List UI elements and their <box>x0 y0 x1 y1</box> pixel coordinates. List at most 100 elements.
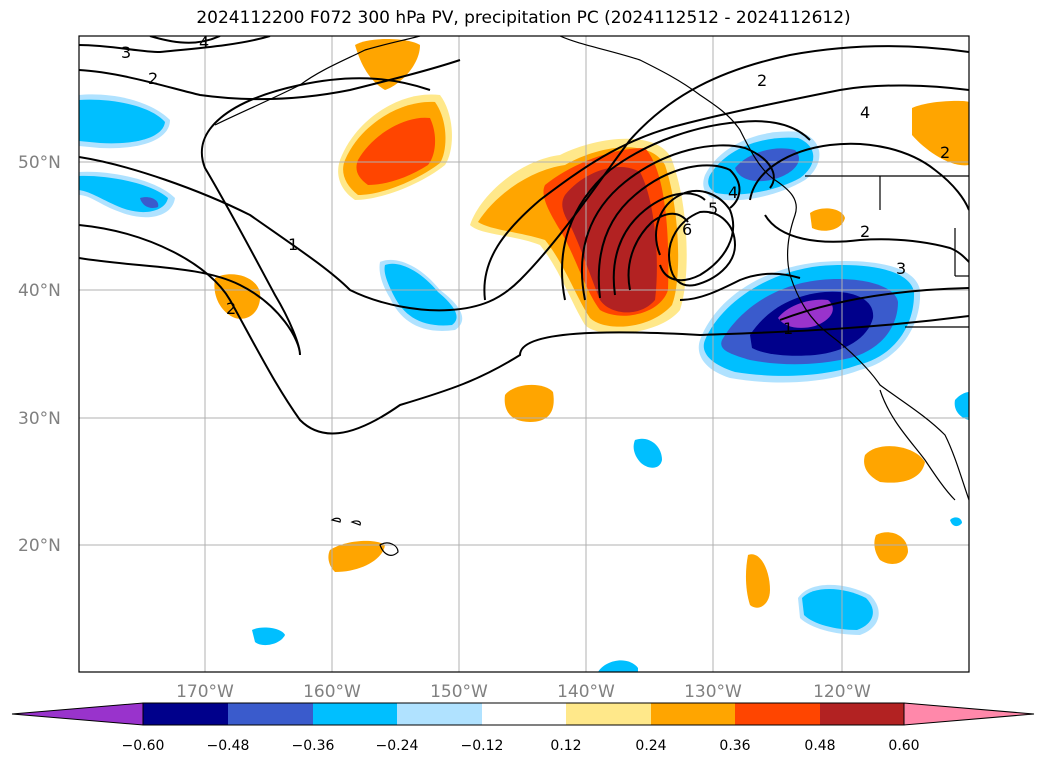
lat-label: 50°N <box>18 153 61 173</box>
precip-negative-region <box>735 148 799 182</box>
pv-contour <box>561 120 811 301</box>
precip-positive-region <box>810 208 845 231</box>
colorbar-segment <box>143 703 228 725</box>
pv-contour <box>655 190 735 282</box>
colorbar-tick-label: 0.12 <box>550 738 581 754</box>
contour-label: 1 <box>783 319 793 338</box>
contour-label: 4 <box>199 33 209 52</box>
contour-label: 4 <box>860 103 870 122</box>
lon-label: 150°W <box>430 682 488 702</box>
pv-contour <box>581 144 775 301</box>
colorbar-min-extension <box>11 702 144 726</box>
contour-label: 5 <box>708 199 718 218</box>
lon-label: 120°W <box>813 682 871 702</box>
colorbar-segment <box>566 703 651 725</box>
precip-shading <box>79 38 969 672</box>
contour-label: 4 <box>728 183 738 202</box>
contour-label: 2 <box>860 222 870 241</box>
precip-positive-region <box>504 384 554 422</box>
colorbar-outline <box>142 702 905 726</box>
pv-contour <box>597 164 741 299</box>
hawaii-island <box>350 520 361 526</box>
colorbar-tick-label: 0.60 <box>888 738 919 754</box>
map-content: 3 4 2 1 2 6 4 5 2 4 2 3 1 2 <box>79 33 969 672</box>
pv-contour <box>483 84 969 301</box>
latitude-labels: 50°N 40°N 30°N 20°N <box>18 153 61 556</box>
pv-contour <box>627 212 689 291</box>
longitude-labels: 170°W 160°W 150°W 140°W 130°W 120°W <box>176 682 871 702</box>
hawaii-island <box>330 517 341 523</box>
lon-label: 170°W <box>176 682 234 702</box>
colorbar-tick-label: −0.24 <box>376 738 419 754</box>
contour-label: 2 <box>226 299 236 318</box>
precip-positive-region <box>874 532 908 564</box>
contour-label: 2 <box>148 69 158 88</box>
precip-negative-region <box>954 392 969 420</box>
precip-negative-region <box>598 660 638 672</box>
hawaii-island <box>379 542 399 556</box>
pv-contour <box>612 192 706 296</box>
precip-negative-region <box>950 517 962 527</box>
colorbar-segment <box>228 703 313 725</box>
colorbar-segment <box>482 703 566 725</box>
precip-positive-region <box>214 274 261 319</box>
precip-positive-region <box>328 540 385 572</box>
precip-positive-region <box>912 100 969 166</box>
colorbar-tick-label: −0.36 <box>292 738 335 754</box>
colorbar-segment <box>820 703 904 725</box>
contour-labels: 3 4 2 1 2 6 4 5 2 4 2 3 1 2 <box>121 33 950 338</box>
colorbar-segment <box>735 703 820 725</box>
precip-positive-region <box>864 446 925 483</box>
colorbar-tick-label: 0.36 <box>719 738 750 754</box>
contour-label: 2 <box>940 143 950 162</box>
contour-label: 3 <box>896 259 906 278</box>
pv-contour <box>679 272 801 301</box>
precip-positive-region <box>355 38 420 90</box>
colorbar-tick-label: −0.60 <box>122 738 165 754</box>
contour-label: 2 <box>757 71 767 90</box>
coastline <box>879 389 956 501</box>
contour-label: 3 <box>121 43 131 62</box>
colorbar-segment <box>651 703 735 725</box>
pv-contour <box>79 36 271 54</box>
lat-label: 30°N <box>18 409 61 429</box>
colorbar-tick-label: −0.12 <box>461 738 504 754</box>
colorbar-tick-label: 0.24 <box>635 738 666 754</box>
colorbar-tick-label: −0.48 <box>207 738 250 754</box>
pv-contour <box>79 77 431 356</box>
colorbar-segment <box>397 703 482 725</box>
precip-negative-region <box>252 627 285 646</box>
precip-negative-region <box>633 438 662 468</box>
pv-contour <box>79 224 969 435</box>
lat-label: 20°N <box>18 536 61 556</box>
pv-contour <box>149 36 221 44</box>
lon-label: 130°W <box>684 682 742 702</box>
lon-label: 140°W <box>557 682 615 702</box>
pv-contour <box>668 210 737 287</box>
precip-positive-region <box>745 554 770 608</box>
pv-contour <box>749 142 969 211</box>
map-title: 2024112200 F072 300 hPa PV, precipitatio… <box>196 8 851 28</box>
precip-negative-region <box>140 197 159 208</box>
pv-contour <box>79 45 969 312</box>
graticule <box>79 36 969 672</box>
contour-label: 6 <box>682 220 692 239</box>
pv-contour <box>764 214 969 263</box>
precip-negative-region <box>79 99 165 144</box>
colorbar-tick-label: 0.48 <box>804 738 835 754</box>
lat-label: 40°N <box>18 281 61 301</box>
pv-contours <box>79 36 969 435</box>
contour-label: 1 <box>288 235 298 254</box>
map-frame <box>78 35 970 673</box>
pv-contour <box>779 287 969 321</box>
colorbar-max-extension <box>903 702 1035 726</box>
coastline <box>559 36 969 501</box>
lon-label: 160°W <box>303 682 361 702</box>
precip-negative-region <box>802 588 873 630</box>
colorbar: −0.60 −0.48 −0.36 −0.24 −0.12 0.12 0.24 … <box>11 702 1035 754</box>
precip-positive-region <box>356 117 436 185</box>
coastline <box>214 36 421 126</box>
pv-contour <box>79 59 461 101</box>
colorbar-segment <box>313 703 397 725</box>
